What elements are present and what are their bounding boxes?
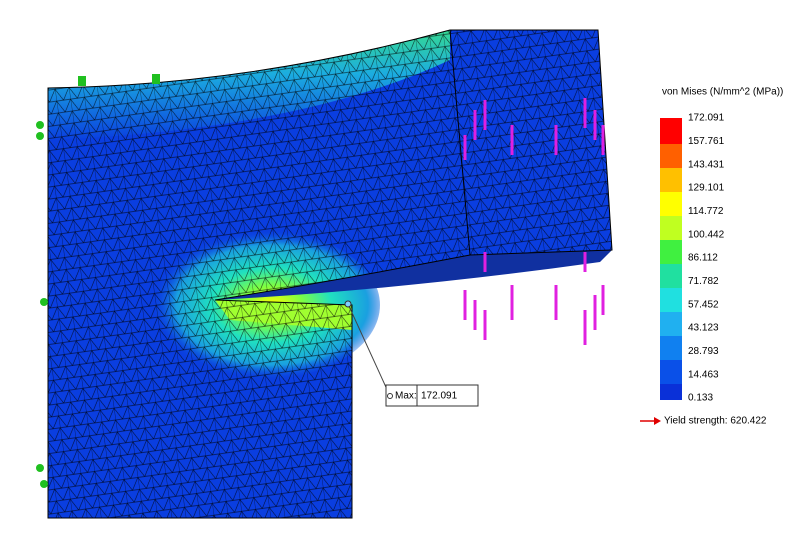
yield-marker [640, 417, 661, 425]
legend-tick-label: 157.761 [688, 136, 725, 147]
probe-value: 172.091 [421, 391, 458, 402]
legend: von Mises (N/mm^2 (MPa)) Yield strength:… [640, 87, 783, 427]
legend-tick-label: 86.112 [688, 253, 718, 264]
probe-label: Max: [395, 391, 417, 402]
fixtures [36, 74, 160, 488]
legend-tick-label: 57.452 [688, 299, 719, 310]
legend-tick-label: 14.463 [688, 369, 719, 380]
legend-tick-label: 0.133 [688, 393, 713, 404]
yield-strength: Yield strength: 620.422 [664, 416, 767, 427]
probe: Max: 172.091 [344, 300, 479, 407]
load-arrows [463, 98, 605, 345]
legend-tick-label: 71.782 [688, 276, 719, 287]
legend-tick-label: 28.793 [688, 346, 719, 357]
color-bar [660, 118, 682, 400]
legend-title: von Mises (N/mm^2 (MPa)) [662, 87, 783, 98]
legend-tick-label: 114.772 [688, 206, 724, 217]
legend-tick-label: 143.431 [688, 159, 725, 170]
model [47, 29, 613, 519]
legend-tick-label: 100.442 [688, 229, 725, 240]
legend-tick-label: 129.101 [688, 183, 725, 194]
legend-tick-label: 43.123 [688, 323, 719, 334]
legend-tick-label: 172.091 [688, 113, 725, 124]
